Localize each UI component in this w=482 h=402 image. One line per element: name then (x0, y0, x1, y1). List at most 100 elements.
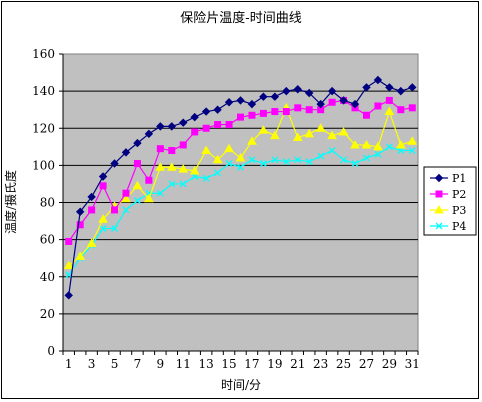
x-marker-stroke (294, 156, 302, 164)
data-point-p4 (99, 225, 107, 232)
legend-marker-p1 (434, 173, 444, 183)
x-tick-label: 1 (65, 357, 73, 371)
data-point-p4 (202, 174, 210, 182)
data-point-p1 (305, 88, 314, 98)
data-point-p4 (363, 154, 370, 162)
data-point-p3 (338, 126, 349, 136)
x-tick-label: 7 (134, 357, 142, 371)
x-tick-label: 31 (405, 357, 420, 371)
y-tick-label: 140 (32, 84, 55, 98)
data-point-p3 (407, 136, 418, 145)
x-marker-stroke (168, 180, 176, 188)
x-axis-ticks: 1 3 5 7 9 11 13 15 17 19 21 23 25 27 29 31 (62, 54, 420, 371)
data-point-p2 (65, 237, 73, 245)
data-point-p2 (111, 206, 119, 214)
data-point-p4 (340, 156, 348, 164)
data-point-p2 (202, 124, 210, 132)
x-marker-stroke (408, 147, 416, 154)
x-tick-label: 25 (336, 357, 351, 371)
data-point-p4 (168, 180, 176, 188)
series-group (63, 75, 418, 300)
x-marker-stroke (179, 180, 187, 188)
x-tick-label: 13 (199, 357, 214, 371)
data-point-p4 (397, 147, 405, 154)
data-point-p3 (350, 139, 360, 149)
data-point-p4 (385, 143, 393, 151)
x-marker-stroke (340, 156, 348, 164)
data-point-p2 (156, 145, 164, 153)
data-point-p3 (315, 123, 326, 132)
y-tick-label: 20 (40, 307, 55, 321)
x-tick-label: 17 (244, 357, 259, 371)
y-tick-label: 40 (40, 270, 55, 284)
x-marker-stroke (282, 158, 290, 166)
data-point-p1 (75, 207, 85, 216)
data-point-p4 (259, 160, 267, 167)
data-point-p4 (282, 158, 290, 166)
x-marker-stroke (99, 225, 107, 232)
data-point-p3 (63, 260, 74, 270)
data-point-p3 (269, 130, 280, 140)
x-marker-stroke (191, 173, 199, 180)
data-point-p1 (316, 99, 325, 109)
data-point-p4 (248, 156, 256, 164)
x-tick-label: 9 (157, 357, 165, 371)
data-point-p1 (293, 85, 302, 94)
data-point-p3 (178, 164, 189, 173)
data-point-p2 (214, 121, 222, 129)
legend-marker-p4 (435, 222, 443, 230)
data-point-p1 (190, 112, 199, 122)
y-tick-label: 60 (40, 233, 55, 247)
data-point-p4 (351, 160, 359, 167)
legend-marker-p2 (435, 190, 443, 198)
data-point-p4 (328, 147, 336, 154)
x-marker-stroke (122, 206, 130, 214)
data-point-p4 (408, 147, 416, 154)
x-marker-stroke (363, 154, 370, 162)
x-tick-label: 27 (359, 357, 374, 371)
data-point-p1 (339, 96, 348, 105)
data-point-p3 (395, 139, 406, 149)
data-point-p1 (179, 118, 188, 127)
legend-items: P1 P2 P3 P4 (430, 172, 466, 233)
data-point-p2 (397, 106, 405, 114)
data-point-p2 (191, 128, 199, 136)
data-point-p4 (156, 189, 164, 197)
x-marker-stroke (225, 160, 233, 167)
data-point-p2 (328, 98, 336, 106)
data-point-p4 (305, 158, 313, 166)
data-point-p3 (144, 193, 154, 203)
data-point-p3 (155, 162, 166, 171)
data-point-p1 (385, 83, 394, 92)
data-point-p3 (327, 130, 337, 140)
data-point-p2 (294, 104, 302, 112)
data-point-p1 (362, 83, 371, 92)
data-point-p3 (98, 214, 108, 223)
data-point-p2 (168, 147, 176, 155)
series-p3 (63, 102, 418, 270)
data-point-p2 (237, 113, 244, 121)
data-point-p2 (179, 141, 187, 149)
data-point-p1 (64, 291, 73, 300)
data-point-p3 (384, 106, 395, 116)
data-point-p3 (235, 152, 246, 162)
x-marker-stroke (435, 222, 443, 230)
data-point-p2 (225, 121, 233, 129)
y-tick-label: 160 (32, 47, 55, 61)
x-marker-stroke (385, 143, 393, 151)
data-point-p1 (156, 122, 165, 131)
x-marker-stroke (111, 225, 118, 232)
data-point-p3 (247, 136, 257, 145)
data-point-p2 (99, 182, 107, 190)
data-point-p1 (270, 92, 280, 101)
data-point-p1 (224, 98, 234, 107)
x-tick-label: 19 (267, 357, 282, 371)
data-point-p3 (373, 141, 383, 151)
x-tick-label: 21 (290, 357, 305, 371)
data-point-p1 (259, 92, 268, 101)
x-marker-stroke (237, 163, 244, 171)
x-tick-label: 23 (313, 357, 328, 371)
data-point-p2 (76, 221, 84, 229)
data-point-p2 (248, 111, 256, 119)
legend (423, 166, 477, 236)
